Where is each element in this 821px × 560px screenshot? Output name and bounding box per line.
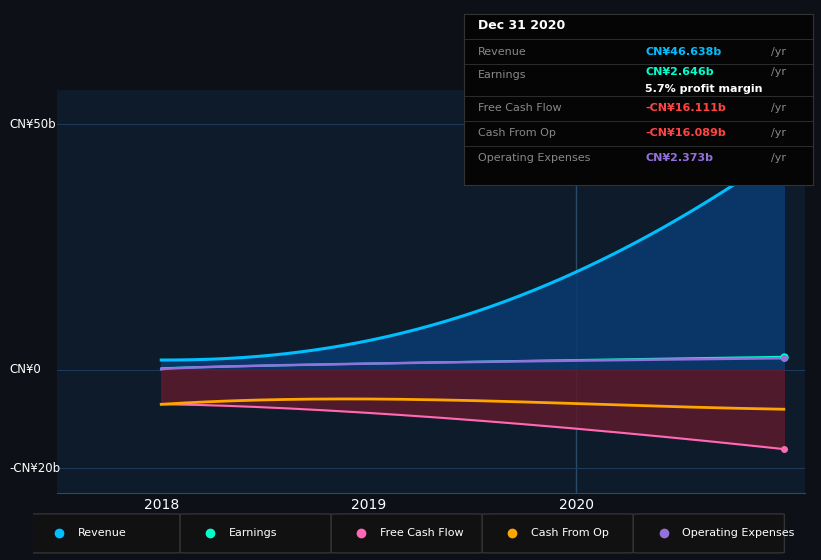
Text: -CN¥16.111b: -CN¥16.111b — [645, 103, 726, 113]
Text: CN¥2.373b: CN¥2.373b — [645, 153, 713, 164]
Text: Earnings: Earnings — [478, 69, 526, 80]
Text: Dec 31 2020: Dec 31 2020 — [478, 20, 565, 32]
Text: Revenue: Revenue — [78, 529, 127, 538]
Text: Earnings: Earnings — [229, 529, 277, 538]
Text: Cash From Op: Cash From Op — [478, 128, 556, 138]
Text: Revenue: Revenue — [478, 46, 526, 57]
Text: /yr: /yr — [771, 128, 786, 138]
Text: CN¥0: CN¥0 — [9, 363, 41, 376]
Text: Free Cash Flow: Free Cash Flow — [478, 103, 562, 113]
FancyBboxPatch shape — [633, 514, 784, 553]
Text: CN¥50b: CN¥50b — [9, 118, 56, 130]
Text: -CN¥16.089b: -CN¥16.089b — [645, 128, 726, 138]
Text: CN¥2.646b: CN¥2.646b — [645, 67, 714, 77]
FancyBboxPatch shape — [482, 514, 633, 553]
Text: /yr: /yr — [771, 103, 786, 113]
Text: Cash From Op: Cash From Op — [531, 529, 609, 538]
FancyBboxPatch shape — [331, 514, 482, 553]
FancyBboxPatch shape — [29, 514, 180, 553]
Text: CN¥46.638b: CN¥46.638b — [645, 46, 722, 57]
Text: /yr: /yr — [771, 153, 786, 164]
Text: Operating Expenses: Operating Expenses — [478, 153, 590, 164]
Text: -CN¥20b: -CN¥20b — [9, 461, 60, 475]
FancyBboxPatch shape — [180, 514, 331, 553]
Text: /yr: /yr — [771, 46, 786, 57]
Text: Free Cash Flow: Free Cash Flow — [380, 529, 464, 538]
Text: 5.7% profit margin: 5.7% profit margin — [645, 84, 763, 94]
Text: /yr: /yr — [771, 67, 786, 77]
Text: Operating Expenses: Operating Expenses — [682, 529, 795, 538]
